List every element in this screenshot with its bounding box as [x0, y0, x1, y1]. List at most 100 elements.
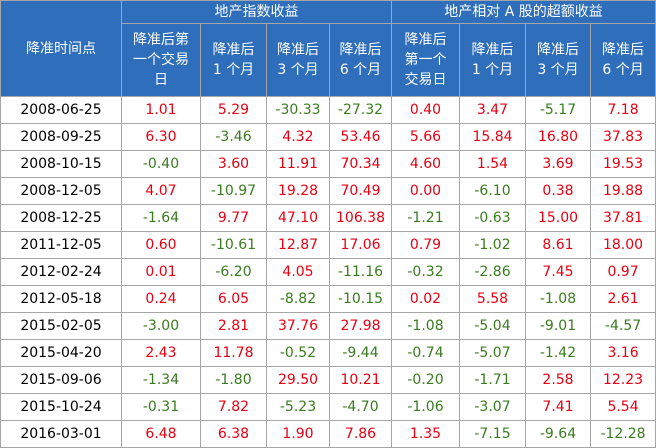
- value-cell: 0.02: [391, 285, 460, 313]
- value-cell: -9.01: [525, 312, 591, 340]
- date-cell: 2011-12-05: [0, 231, 122, 259]
- value-cell: 7.18: [589, 96, 656, 124]
- value-cell: -5.23: [266, 393, 330, 421]
- value-cell: -1.71: [459, 366, 526, 394]
- value-cell: -12.28: [589, 420, 656, 448]
- table-row: 2008-06-25 1.01 5.29 -30.33 -27.32 0.40 3.47 -5…: [0, 96, 656, 124]
- date-cell: 2008-10-15: [0, 150, 122, 178]
- value-cell: -27.32: [329, 96, 392, 124]
- value-cell: 4.60: [391, 150, 460, 178]
- value-cell: -3.00: [121, 312, 201, 340]
- value-cell: -1.80: [200, 366, 267, 394]
- table-row: 2015-02-05 -3.00 2.81 37.76 27.98 -1.08 -5.04-…: [0, 312, 656, 340]
- value-cell: -5.04: [459, 312, 526, 340]
- date-cell: 2016-03-01: [0, 420, 122, 448]
- value-cell: -3.07: [459, 393, 526, 421]
- date-cell: 2008-06-25: [0, 96, 122, 124]
- value-cell: 6.05: [200, 285, 267, 313]
- header-line: 降准后: [212, 42, 255, 58]
- value-cell: 17.06: [329, 231, 392, 259]
- value-cell: 8.61: [525, 231, 591, 259]
- index-col-header-3: 降准后 3 个月: [266, 23, 330, 97]
- value-cell: -4.70: [329, 393, 392, 421]
- value-cell: 7.82: [200, 393, 267, 421]
- value-cell: 0.97: [589, 258, 656, 286]
- value-cell: 27.98: [329, 312, 392, 340]
- value-cell: 5.54: [589, 393, 656, 421]
- value-cell: 15.00: [525, 204, 591, 232]
- value-cell: 11.91: [266, 150, 330, 178]
- date-cell: 2012-05-18: [0, 285, 122, 313]
- date-cell: 2008-12-05: [0, 177, 122, 205]
- value-cell: -11.16: [329, 258, 392, 286]
- value-cell: 19.88: [589, 177, 656, 205]
- value-cell: 2.43: [121, 339, 201, 367]
- value-cell: 7.41: [525, 393, 591, 421]
- value-cell: 7.86: [329, 420, 392, 448]
- value-cell: -0.31: [121, 393, 201, 421]
- value-cell: 9.77: [200, 204, 267, 232]
- value-cell: -0.20: [391, 366, 460, 394]
- header-line: 降准后: [471, 42, 514, 58]
- header-line: 3 个月: [537, 62, 579, 78]
- value-cell: 15.84: [459, 123, 526, 151]
- value-cell: 1.01: [121, 96, 201, 124]
- header-line: 降准后: [602, 42, 645, 58]
- value-cell: -0.32: [391, 258, 460, 286]
- date-cell: 2012-02-24: [0, 258, 122, 286]
- value-cell: 0.00: [391, 177, 460, 205]
- table-row: 2012-05-18 0.24 6.05 -8.82 -10.15 0.02 5.58 -1.…: [0, 285, 656, 313]
- value-cell: 6.48: [121, 420, 201, 448]
- value-cell: 4.07: [121, 177, 201, 205]
- value-cell: 12.23: [589, 366, 656, 394]
- value-cell: 1.90: [266, 420, 330, 448]
- value-cell: -5.17: [525, 96, 591, 124]
- value-cell: 0.40: [391, 96, 460, 124]
- value-cell: 70.49: [329, 177, 392, 205]
- value-cell: 37.76: [266, 312, 330, 340]
- table-row: 2011-12-05 0.60 -10.61 12.87 17.06 0.79 -1.02 8…: [0, 231, 656, 259]
- value-cell: -1.08: [525, 285, 591, 313]
- value-cell: -1.64: [121, 204, 201, 232]
- date-cell: 2015-04-20: [0, 339, 122, 367]
- value-cell: 1.35: [391, 420, 460, 448]
- table-row: 2016-03-01 6.48 6.38 1.90 7.86 1.35 -7.15 -9.64…: [0, 420, 656, 448]
- header-line: 1 个月: [212, 62, 255, 78]
- value-cell: 70.34: [329, 150, 392, 178]
- excess-col-header-1: 降准后 第一个 交易日: [391, 23, 460, 97]
- header-line: 降准后第: [133, 32, 189, 48]
- property-index-return-header: 地产指数收益: [121, 0, 392, 24]
- value-cell: -7.15: [459, 420, 526, 448]
- value-cell: -8.82: [266, 285, 330, 313]
- value-cell: -10.97: [200, 177, 267, 205]
- value-cell: 11.78: [200, 339, 267, 367]
- value-cell: 2.81: [200, 312, 267, 340]
- value-cell: 47.10: [266, 204, 330, 232]
- value-cell: -3.46: [200, 123, 267, 151]
- value-cell: 19.28: [266, 177, 330, 205]
- table-row: 2008-09-25 6.30 -3.46 4.32 53.46 5.66 15.84 16.…: [0, 123, 656, 151]
- value-cell: 18.00: [589, 231, 656, 259]
- value-cell: 16.80: [525, 123, 591, 151]
- table-row: 2008-10-15 -0.40 3.60 11.91 70.34 4.60 1.54 3.6…: [0, 150, 656, 178]
- header-line: 降准后: [404, 32, 447, 48]
- value-cell: 0.38: [525, 177, 591, 205]
- value-cell: 4.05: [266, 258, 330, 286]
- header-line: 降准后: [277, 42, 319, 58]
- date-cell: 2015-09-06: [0, 366, 122, 394]
- value-cell: 37.83: [589, 123, 656, 151]
- table-row: 2015-09-06 -1.34 -1.80 29.50 10.21 -0.20 -1.71…: [0, 366, 656, 394]
- value-cell: 12.87: [266, 231, 330, 259]
- header-line: 3 个月: [277, 62, 319, 78]
- value-cell: 0.60: [121, 231, 201, 259]
- value-cell: 19.53: [589, 150, 656, 178]
- value-cell: 5.66: [391, 123, 460, 151]
- value-cell: 3.47: [459, 96, 526, 124]
- value-cell: 2.61: [589, 285, 656, 313]
- value-cell: -1.42: [525, 339, 591, 367]
- index-col-header-4: 降准后 6 个月: [329, 23, 392, 97]
- excess-col-header-3: 降准后 3 个月: [525, 23, 591, 97]
- value-cell: -0.40: [121, 150, 201, 178]
- value-cell: -30.33: [266, 96, 330, 124]
